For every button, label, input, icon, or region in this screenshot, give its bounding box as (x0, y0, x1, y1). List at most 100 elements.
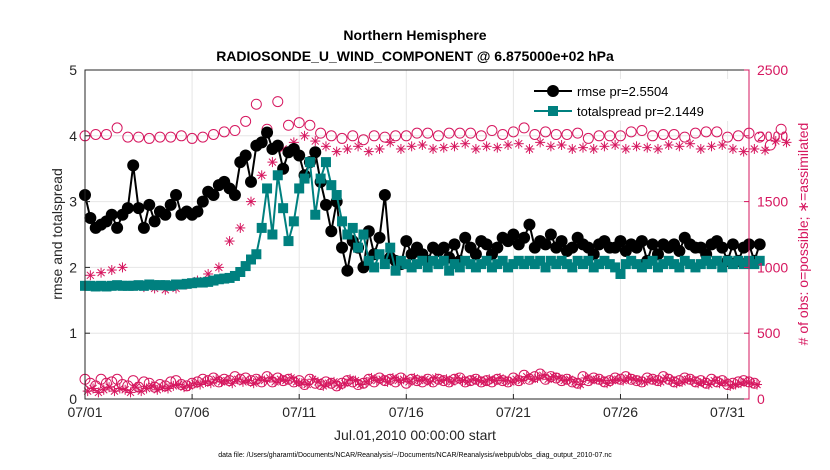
obs-possible-point (561, 128, 573, 140)
rmse-point (319, 198, 332, 211)
obs-possible-point (775, 123, 787, 135)
ticks: 07/01 07/06 07/11 07/16 07/21 07/26 07/31 0 1 2 3 4… (67, 62, 788, 420)
obs-assimilated-point (655, 376, 666, 387)
obs-assimilated-point (425, 376, 436, 387)
obs-possible-point (518, 122, 530, 134)
obs-assimilated-point (85, 270, 96, 281)
totalspread-point (679, 255, 690, 266)
obs-assimilated-point (141, 383, 152, 394)
obs-assimilated-point (232, 374, 243, 385)
obs-assimilated-point (449, 141, 460, 152)
obs-possible-point (475, 130, 487, 142)
obs-possible-point (411, 127, 423, 139)
obs-assimilated-point (403, 376, 414, 387)
obs-assimilated-point (706, 141, 717, 152)
totalspread-point (358, 229, 369, 240)
rmse-point (555, 235, 568, 248)
totalspread-point (197, 277, 208, 288)
obs-assimilated-point (580, 372, 591, 383)
totalspread-point (192, 277, 203, 288)
totalspread-point (567, 262, 578, 273)
totalspread-point (219, 273, 230, 284)
obs-assimilated-point (556, 140, 567, 151)
obs-possible-point (657, 128, 669, 140)
totalspread-point (342, 229, 353, 240)
obs-assimilated-point (481, 141, 492, 152)
obs-possible-point (647, 130, 659, 142)
obs-possible-point (497, 128, 509, 140)
obs-assimilated-point (96, 267, 107, 278)
totalspread-point (465, 259, 476, 270)
obs-possible-point (689, 127, 701, 139)
obs-assimilated-point (243, 375, 254, 386)
obs-possible-point (218, 126, 230, 138)
data-file-footnote: data file: /Users/gharamti/Documents/NCA… (218, 452, 612, 459)
totalspread-point (96, 280, 107, 291)
rmse-point (132, 202, 145, 215)
obs-possible-point (293, 117, 305, 129)
totalspread-point (722, 255, 733, 266)
totalspread-point (101, 281, 112, 292)
totalspread-point (556, 255, 567, 266)
obs-assimilated-point (460, 138, 471, 149)
rmse-point (614, 235, 627, 248)
obs-possible-point (614, 130, 626, 142)
rmse-point (207, 189, 220, 202)
obs-possible-point (208, 128, 220, 140)
obs-assimilated-point (610, 140, 621, 151)
rmse-point (673, 244, 686, 257)
obs-assimilated-point (120, 384, 131, 395)
obs-assimilated-point (342, 143, 353, 154)
obs-possible-point (604, 130, 616, 142)
x-tick-label: 07/01 (67, 404, 102, 420)
obs-assimilated-point (395, 143, 406, 154)
obs-assimilated-point (537, 370, 548, 381)
rmse-point (191, 205, 204, 218)
totalspread-point (310, 209, 321, 220)
chart-title: Northern Hemisphere (343, 27, 486, 43)
obs-assimilated-point (719, 376, 730, 387)
rmse-point (111, 221, 124, 234)
totalspread-point (122, 280, 133, 291)
y-tick-label-right: 1000 (757, 259, 788, 275)
totalspread-point (749, 259, 760, 270)
obs-assimilated-point (553, 372, 564, 383)
obs-possible-point (304, 119, 316, 131)
x-tick-label: 07/11 (282, 404, 316, 420)
totalspread-point (701, 255, 712, 266)
rmse-point (121, 202, 134, 215)
obs-assimilated-point (414, 375, 425, 386)
obs-assimilated-point (125, 387, 136, 398)
totalspread-point (112, 280, 123, 291)
totalspread-point (476, 259, 487, 270)
obs-assimilated-point (503, 140, 514, 151)
obs-possible-point (572, 377, 584, 389)
obs-assimilated-point (267, 157, 278, 168)
x-tick-label: 07/21 (496, 404, 531, 420)
series-layer (79, 96, 792, 398)
obs-possible-point (507, 126, 519, 138)
obs-assimilated-point (353, 141, 364, 152)
obs-assimilated-point (478, 376, 489, 387)
obs-possible-point (454, 127, 466, 139)
obs-possible-point (625, 126, 637, 138)
obs-assimilated-point (280, 375, 291, 386)
obs-assimilated-point (286, 372, 297, 383)
totalspread-point (620, 259, 631, 270)
obs-possible-point (722, 131, 734, 143)
totalspread-point (181, 278, 192, 289)
obs-assimilated-point (299, 130, 310, 141)
rmse-point (518, 231, 531, 244)
obs-possible-point (390, 130, 402, 142)
rmse-point (726, 238, 739, 251)
totalspread-point (337, 216, 348, 227)
obs-possible-point (175, 130, 187, 142)
totalspread-point (374, 249, 385, 260)
totalspread-point (572, 255, 583, 266)
totalspread-point (669, 259, 680, 270)
totalspread-point (449, 259, 460, 270)
obs-assimilated-point (781, 137, 792, 148)
obs-assimilated-point (575, 379, 586, 390)
totalspread-point (85, 280, 96, 291)
totalspread-point (149, 280, 160, 291)
